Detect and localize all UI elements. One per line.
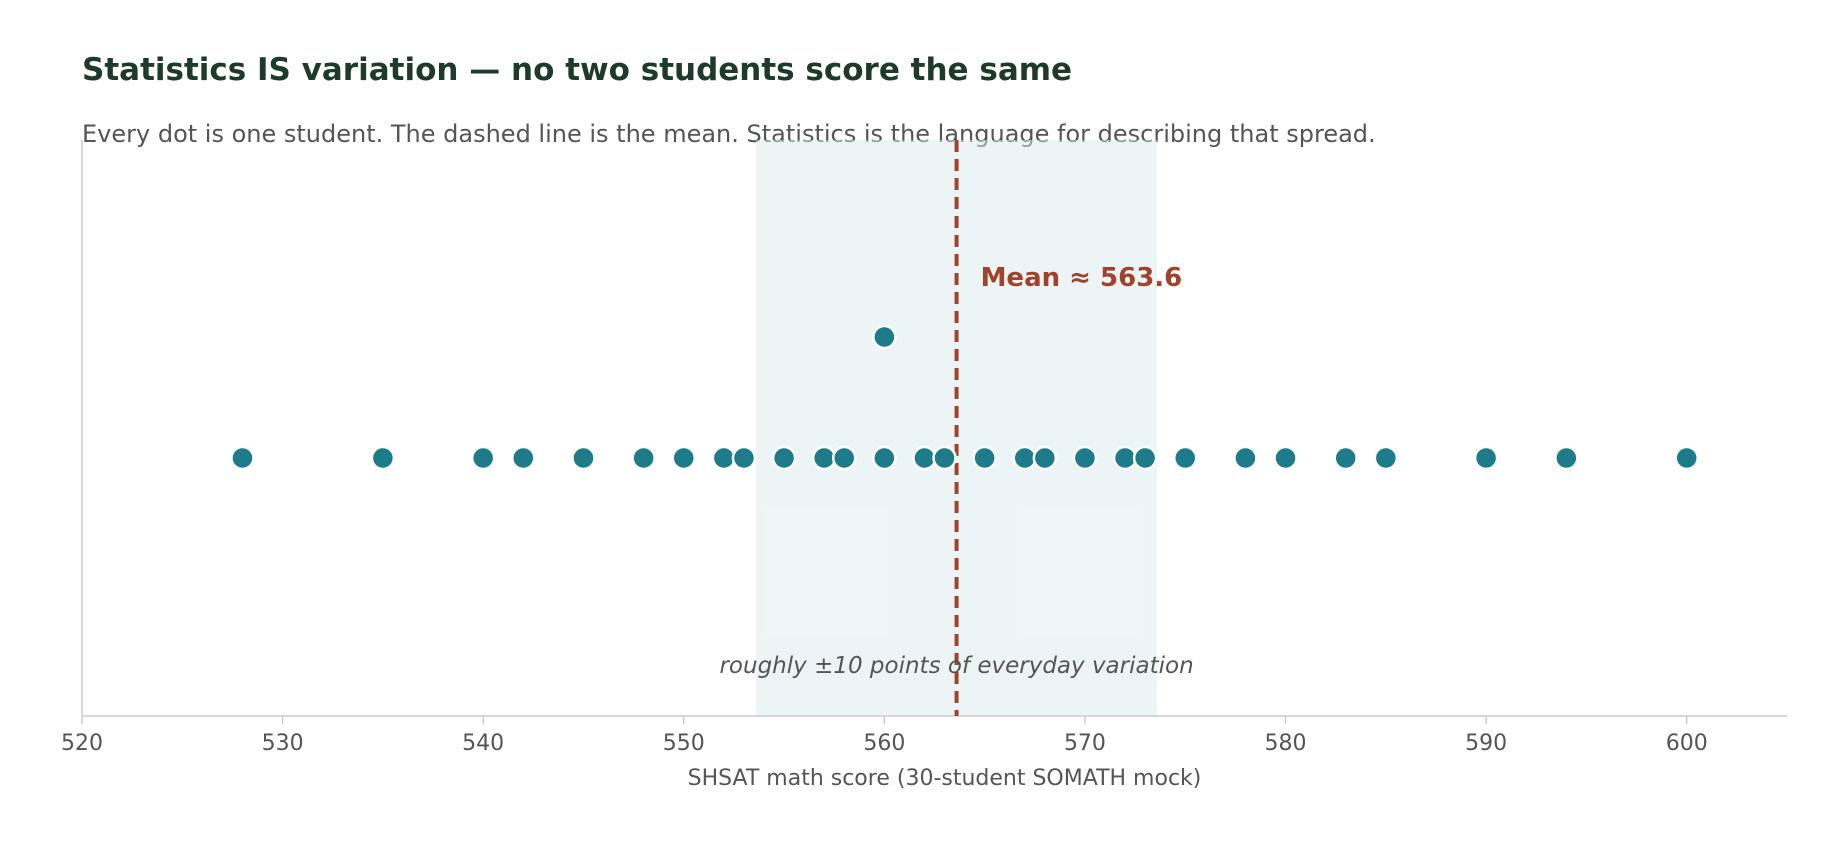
- student-dot: [1674, 445, 1699, 471]
- chart-title: Statistics IS variation — no two student…: [82, 52, 1073, 88]
- student-dot: [1473, 445, 1499, 471]
- x-axis-label: SHSAT math score (30-student SOMATH mock…: [688, 766, 1202, 791]
- student-dot: [1172, 445, 1198, 471]
- student-dot: [872, 324, 897, 350]
- student-dot: [1032, 445, 1058, 471]
- x-tick-label: 600: [1666, 731, 1708, 756]
- x-tick-label: 540: [462, 731, 504, 756]
- student-dots: [230, 324, 1699, 471]
- student-dot: [1333, 445, 1358, 471]
- mean-label: Mean ≈ 563.6: [981, 263, 1183, 293]
- student-dot: [1012, 445, 1038, 471]
- x-tick-label: 530: [262, 731, 304, 756]
- x-tick-label: 570: [1064, 731, 1106, 756]
- chart-subtitle: Every dot is one student. The dashed lin…: [82, 120, 1376, 148]
- x-tick-label: 550: [663, 731, 705, 756]
- student-dot: [470, 445, 496, 471]
- student-dot: [831, 445, 857, 471]
- student-dot: [771, 445, 797, 471]
- student-dot: [1233, 445, 1258, 471]
- student-dot: [1132, 445, 1158, 471]
- student-dot: [872, 445, 897, 471]
- x-tick-label: 520: [61, 731, 103, 756]
- x-tick-label: 580: [1265, 731, 1307, 756]
- student-dot: [671, 445, 697, 471]
- student-dot: [1072, 445, 1098, 471]
- student-dot: [972, 445, 997, 471]
- student-dot: [1273, 445, 1298, 471]
- student-dot: [230, 445, 255, 471]
- student-dot: [511, 445, 536, 471]
- student-dot: [711, 445, 737, 471]
- student-dot: [912, 445, 937, 471]
- x-tick-label: 560: [863, 731, 905, 756]
- student-dot: [571, 445, 596, 471]
- student-dot: [731, 445, 757, 471]
- annotations: Mean ≈ 563.6 roughly ±10 points of everyd…: [719, 263, 1193, 679]
- axes: 520 530 540 550 560 570 580 590 600 SHSAT math sc…: [61, 140, 1787, 791]
- student-dot: [1112, 445, 1138, 471]
- band-label: roughly ±10 points of everyday variation: [719, 653, 1193, 679]
- student-dot: [811, 445, 837, 471]
- student-dot: [370, 445, 396, 471]
- x-tick-label: 590: [1465, 731, 1507, 756]
- student-dot: [631, 445, 656, 471]
- student-dot: [1554, 445, 1579, 471]
- student-dot: [1373, 445, 1399, 471]
- student-dot: [932, 445, 957, 471]
